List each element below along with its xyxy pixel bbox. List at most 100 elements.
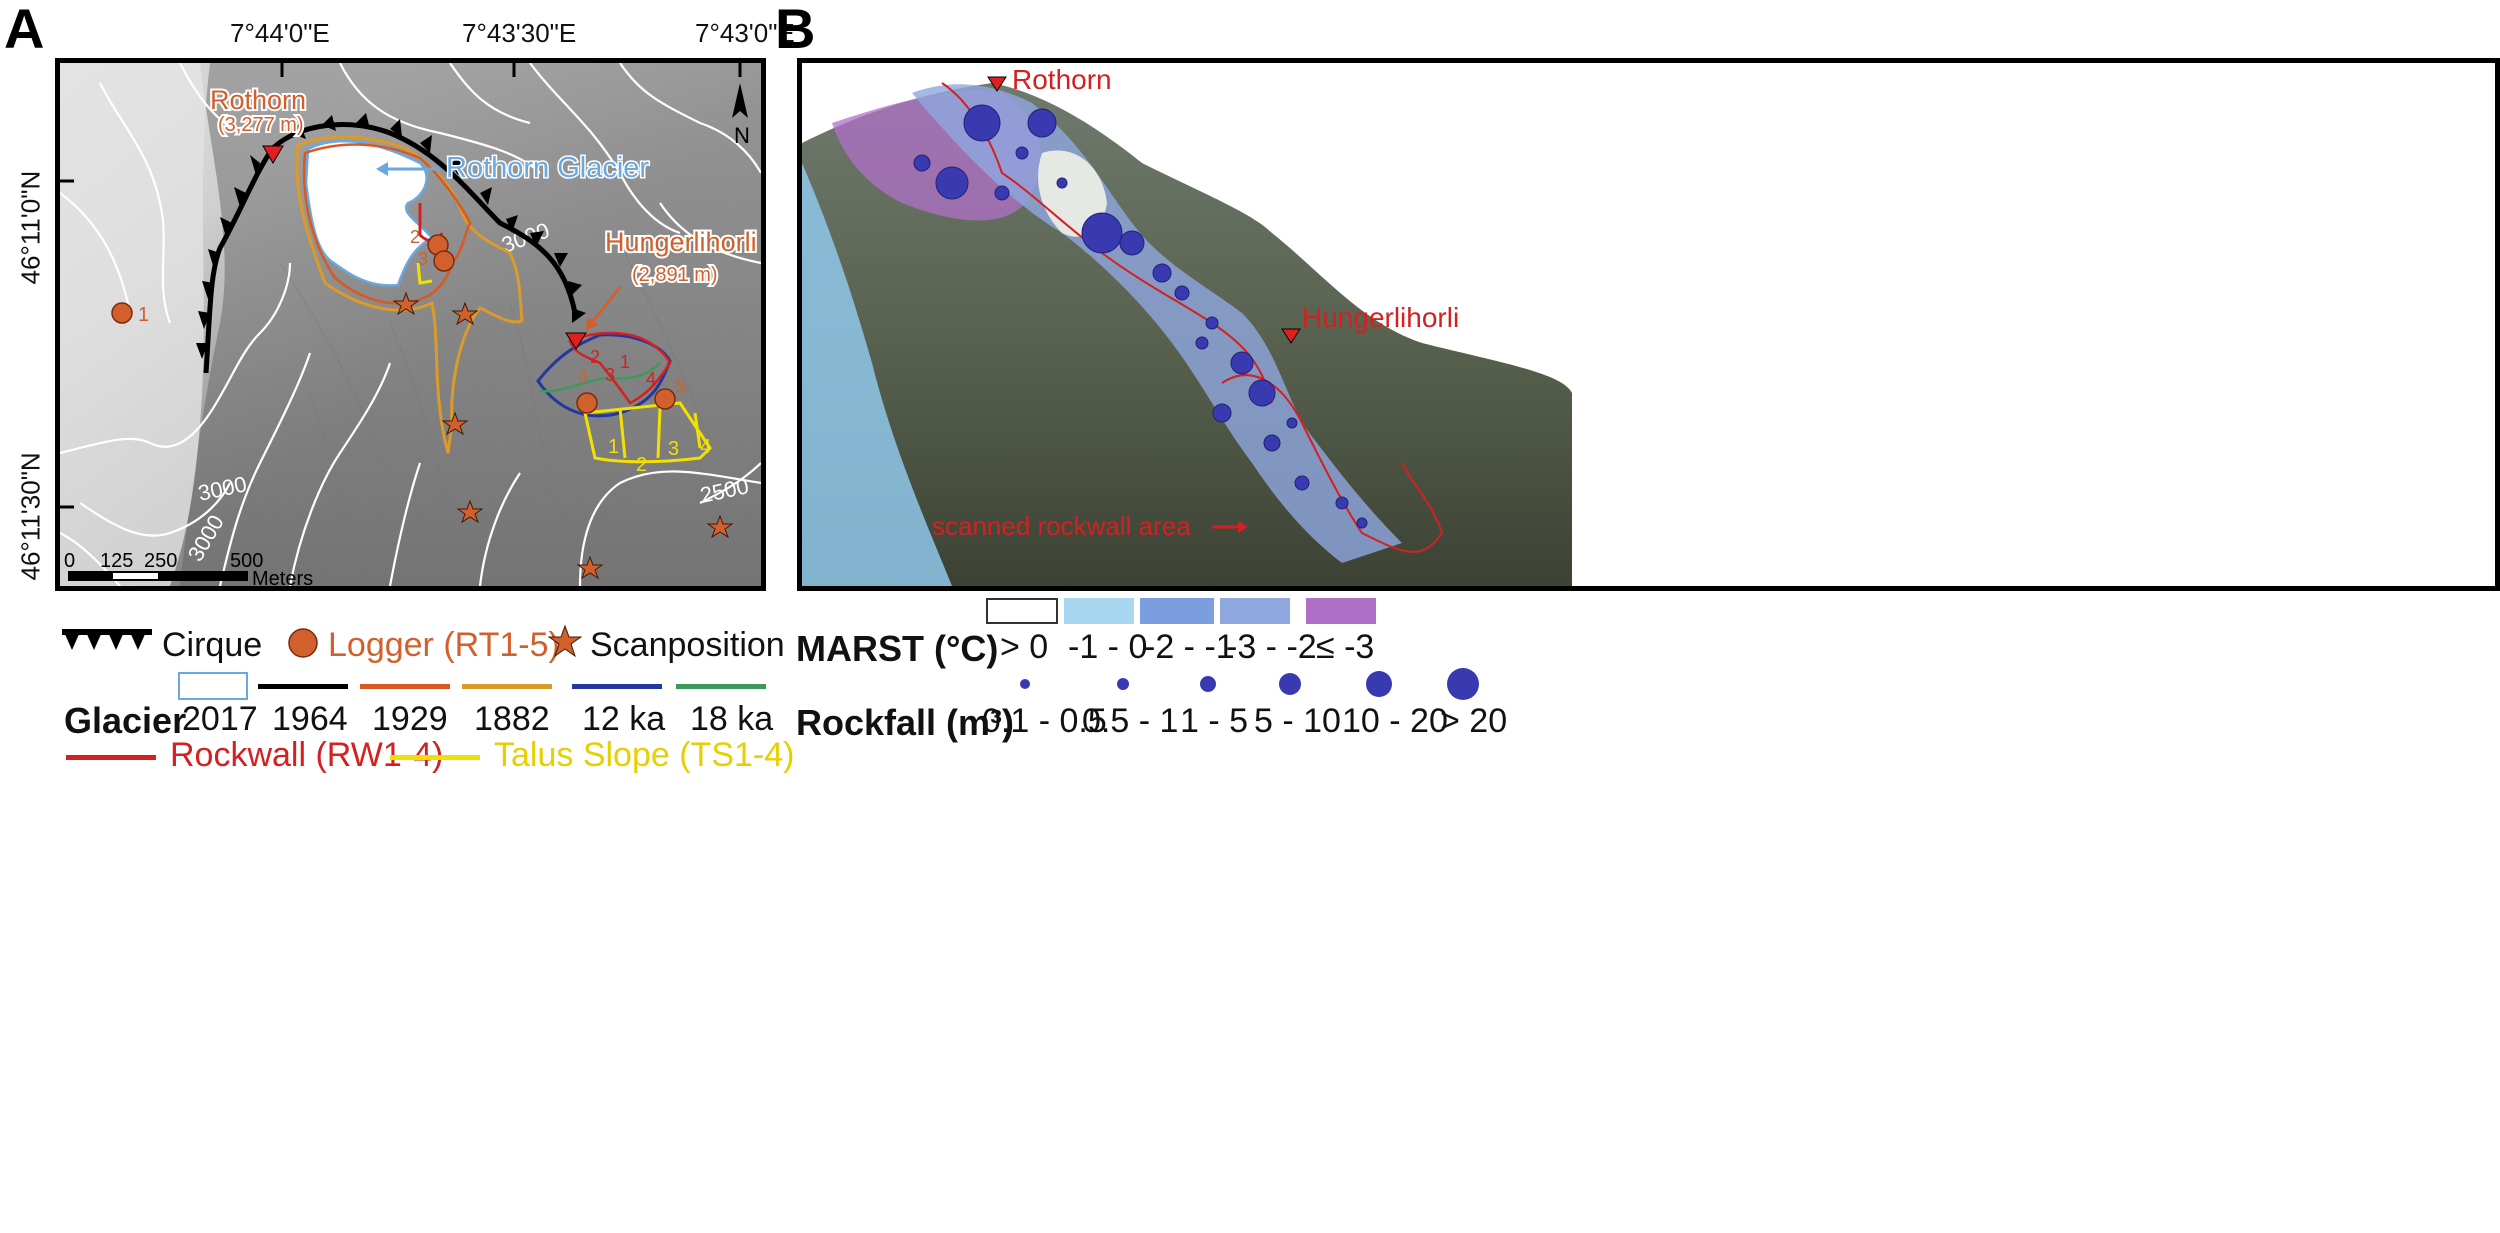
cirque-teeth bbox=[196, 113, 586, 359]
legend-glacier-1929: 1929 bbox=[372, 700, 448, 738]
marst-class-3: -3 - -2 bbox=[1226, 628, 1317, 666]
legend-glacier-1929-swatch bbox=[360, 684, 450, 689]
legend-glacier-1964-swatch bbox=[258, 684, 348, 689]
talus-number-3: 3 bbox=[668, 438, 679, 460]
talus-number-2: 2 bbox=[636, 454, 647, 476]
rockfall-title: Rockfall (m³) bbox=[796, 702, 1015, 743]
rockwall-number-2: 2 bbox=[590, 347, 600, 367]
rockfall-class-4: 10 - 20 bbox=[1342, 702, 1448, 740]
talus-outline bbox=[583, 401, 712, 464]
rockwall-number-3: 3 bbox=[605, 365, 615, 385]
legend-glacier-title: Glacier bbox=[64, 700, 187, 741]
marst-swatch-2 bbox=[1140, 598, 1214, 624]
scalebar-tick-125: 125 bbox=[100, 550, 133, 572]
hunger-arrow-head bbox=[585, 317, 598, 331]
marst-west-slope bbox=[802, 163, 952, 586]
scalebar-tick-500: 500 bbox=[230, 550, 263, 572]
logger-label-3: 3 bbox=[418, 249, 428, 269]
peak-hunger-marker bbox=[565, 332, 587, 350]
rockfall-class-1: 0.5 - 1 bbox=[1082, 702, 1179, 740]
graticule-ticks bbox=[60, 63, 742, 509]
logger-label-4: 4 bbox=[578, 367, 588, 387]
legend-talus-swatch bbox=[390, 755, 480, 760]
scalebar-segment bbox=[113, 573, 158, 579]
lat-tick-2: 46°11'30"N bbox=[15, 452, 46, 581]
legend-glacier-18ka: 18 ka bbox=[690, 700, 774, 738]
legend-talus-label: Talus Slope (TS1-4) bbox=[494, 736, 795, 774]
rockfall-size-symbols bbox=[1020, 668, 1479, 700]
rockwall-outline bbox=[568, 331, 672, 405]
legend-glacier-18ka-swatch bbox=[676, 684, 766, 689]
talus-number-1: 1 bbox=[608, 436, 619, 458]
scalebar-tick-250: 250 bbox=[144, 550, 177, 572]
legend-cirque-label: Cirque bbox=[162, 626, 263, 664]
rockfall-class-2: 1 - 5 bbox=[1180, 702, 1249, 740]
cirque-line-west bbox=[203, 146, 276, 374]
legend-scanposition-symbol bbox=[548, 624, 582, 658]
legend-glacier-2017: 2017 bbox=[182, 700, 258, 738]
scalebar-unit: Meters bbox=[252, 568, 313, 586]
peak-rothorn-marker bbox=[262, 145, 284, 164]
rothorn-label: Rothorn bbox=[210, 85, 306, 115]
logger-marker-4 bbox=[576, 392, 598, 414]
hunger-marker-b bbox=[1281, 328, 1301, 344]
hunger-label: Hungerlihorli bbox=[605, 227, 757, 257]
scanned-area-outline bbox=[1221, 374, 1444, 553]
talus-number-4: 4 bbox=[700, 436, 711, 458]
logger-marker-3 bbox=[433, 250, 455, 272]
legend-glacier-1882-swatch bbox=[462, 684, 552, 689]
legend-cirque-symbol bbox=[62, 629, 152, 650]
legend-glacier-12ka: 12 ka bbox=[582, 700, 666, 738]
hunger-arrow-line bbox=[588, 286, 622, 326]
marst-swatch-1 bbox=[1064, 598, 1134, 624]
logger-marker-5 bbox=[654, 388, 676, 410]
rothorn-elevation: (3,277 m) bbox=[218, 114, 304, 136]
logger-marker-1 bbox=[111, 302, 133, 324]
talus-rothorn bbox=[416, 262, 433, 285]
legend-logger-symbol bbox=[288, 628, 318, 658]
rothorn-marker-b bbox=[987, 76, 1007, 92]
scanpositions bbox=[392, 291, 734, 580]
marst-class-2: -2 - -1 bbox=[1144, 628, 1235, 666]
map-b-svg: Rothorn Hungerlihorli scanned rockwall a… bbox=[802, 63, 2495, 586]
hunger-label-b: Hungerlihorli bbox=[1302, 302, 1459, 333]
lat-tick-1: 46°11'0"N bbox=[15, 170, 46, 285]
scan-arrow-head bbox=[1238, 521, 1248, 533]
glacier-label: Rothorn Glacier bbox=[446, 152, 649, 184]
rockfall-class-3: 5 - 10 bbox=[1254, 702, 1341, 740]
rockfall-class-5: > 20 bbox=[1440, 702, 1508, 740]
marst-class-4: ≤ -3 bbox=[1316, 628, 1375, 666]
legend-glacier-12ka-swatch bbox=[572, 684, 662, 689]
legend-glacier-1882: 1882 bbox=[474, 700, 550, 738]
marst-title: MARST (°C) bbox=[796, 628, 999, 669]
map-panel-a: 3000 3000 3000 2500 1 2 3 4 1 2 3 bbox=[55, 58, 766, 591]
hunger-elevation: (2,891 m) bbox=[632, 264, 718, 286]
marst-swatch-4 bbox=[1306, 598, 1376, 624]
legend-rockwall-swatch bbox=[66, 755, 156, 760]
marst-swatch-0 bbox=[986, 598, 1058, 624]
logger-label-5: 5 bbox=[675, 376, 686, 398]
logger-label-2: 2 bbox=[410, 227, 420, 247]
scan-label-b: scanned rockwall area bbox=[932, 511, 1191, 541]
legend-scanposition-label: Scanposition bbox=[590, 626, 785, 664]
legend-glacier-2017-swatch bbox=[178, 672, 248, 700]
lon-tick-1: 7°44'0"E bbox=[230, 18, 330, 48]
north-arrow-icon bbox=[732, 83, 748, 118]
map-a-svg: 3000 3000 3000 2500 1 2 3 4 1 2 3 bbox=[60, 63, 761, 586]
marst-class-1: -1 - 0 bbox=[1068, 628, 1148, 666]
rockwall-number-1: 1 bbox=[620, 352, 630, 372]
contour-lines bbox=[60, 63, 761, 586]
lon-tick-2: 7°43'30"E bbox=[462, 18, 577, 48]
panel-b-letter: B bbox=[775, 0, 816, 60]
lon-tick-3: 7°43'0"E bbox=[695, 18, 795, 48]
rockfall-events bbox=[913, 104, 1368, 529]
map-panel-b: Rothorn Hungerlihorli scanned rockwall a… bbox=[797, 58, 2500, 591]
rockfall-class-0: 0.1 - 0.5 bbox=[982, 702, 1107, 740]
marst-swatch-3 bbox=[1220, 598, 1290, 624]
rothorn-label-b: Rothorn bbox=[1012, 64, 1112, 95]
scalebar-tick-0: 0 bbox=[64, 550, 75, 572]
talus-dividers bbox=[618, 407, 702, 459]
glacier-arrow-head bbox=[376, 162, 388, 176]
logger-label-1: 1 bbox=[138, 304, 149, 326]
panel-a-letter: A bbox=[4, 0, 45, 60]
